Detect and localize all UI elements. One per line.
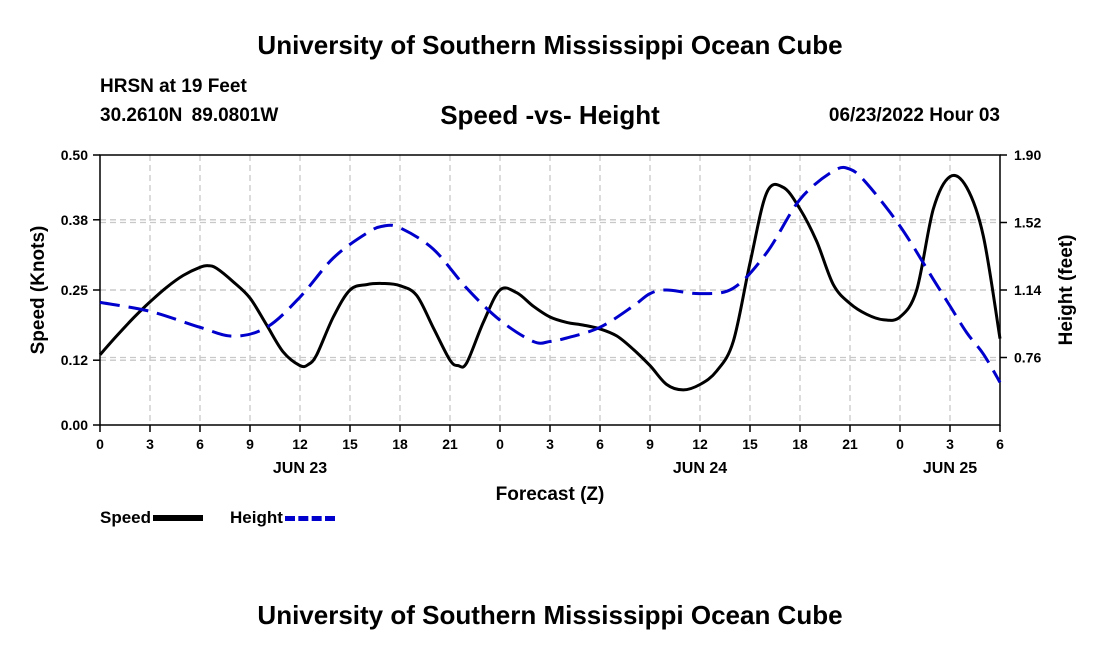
grid (100, 155, 1000, 425)
x-tick-label: 0 (896, 436, 904, 452)
x-tick-label: 0 (496, 436, 504, 452)
x-tick-label: 6 (996, 436, 1004, 452)
footer-title: University of Southern Mississippi Ocean… (257, 600, 843, 630)
y2-tick-label: 0.76 (1014, 350, 1041, 366)
x-day-label: JUN 23 (273, 460, 327, 477)
y-tick-label: 0.50 (61, 147, 88, 163)
chart-subtitle: Speed -vs- Height (440, 100, 660, 130)
x-tick-label: 6 (196, 436, 204, 452)
axis-ticks (93, 154, 1007, 432)
x-tick-label: 0 (96, 436, 104, 452)
x-tick-label: 9 (246, 436, 254, 452)
chart-main-title: University of Southern Mississippi Ocean… (257, 30, 843, 60)
x-tick-label: 18 (392, 436, 408, 452)
series-line-speed (98, 173, 1002, 392)
series-line-height (99, 165, 1002, 384)
x-tick-label: 15 (742, 436, 758, 452)
legend-speed-swatch (153, 515, 204, 521)
x-day-label: JUN 24 (673, 460, 727, 477)
y-tick-label: 0.38 (61, 212, 88, 228)
coordinates-label: 30.2610N 89.0801W (100, 105, 279, 126)
date-stamp: 06/23/2022 Hour 03 (828, 105, 1000, 126)
y2-tick-label: 1.90 (1014, 147, 1041, 163)
y-axis-title: Speed (Knots) (28, 226, 49, 355)
x-tick-label: 9 (646, 436, 654, 452)
data-series (98, 165, 1002, 392)
y-tick-label: 0.12 (61, 352, 88, 368)
legend-speed: Speed (100, 508, 204, 528)
y-tick-label: 0.25 (61, 282, 88, 298)
x-axis-title: Forecast (Z) (496, 484, 605, 505)
x-tick-label: 3 (146, 436, 154, 452)
y2-tick-label: 1.14 (1014, 282, 1041, 298)
x-tick-label: 3 (946, 436, 954, 452)
x-tick-label: 21 (442, 436, 458, 452)
x-day-label: JUN 25 (923, 460, 977, 477)
x-tick-label: 3 (546, 436, 554, 452)
x-tick-label: 15 (342, 436, 358, 452)
legend-height-swatch (284, 515, 335, 521)
x-tick-label: 21 (842, 436, 858, 452)
legend-height: Height (230, 508, 335, 528)
station-label: HRSN at 19 Feet (100, 76, 247, 97)
y2-axis-title: Height (feet) (1056, 235, 1077, 346)
x-tick-label: 12 (692, 436, 708, 452)
x-tick-label: 6 (596, 436, 604, 452)
x-tick-label: 18 (792, 436, 808, 452)
axis-tick-labels: 0 3 6 9 12 15 18 21 0 3 6 9 12 15 18 21 0 3 6 JUN 23 JUN 24 J… (61, 147, 1042, 477)
y-tick-label: 0.00 (61, 417, 88, 433)
y2-tick-label: 1.52 (1014, 215, 1041, 231)
legend-height-label: Height (230, 508, 283, 527)
legend-speed-label: Speed (100, 508, 152, 527)
x-tick-label: 12 (292, 436, 308, 452)
